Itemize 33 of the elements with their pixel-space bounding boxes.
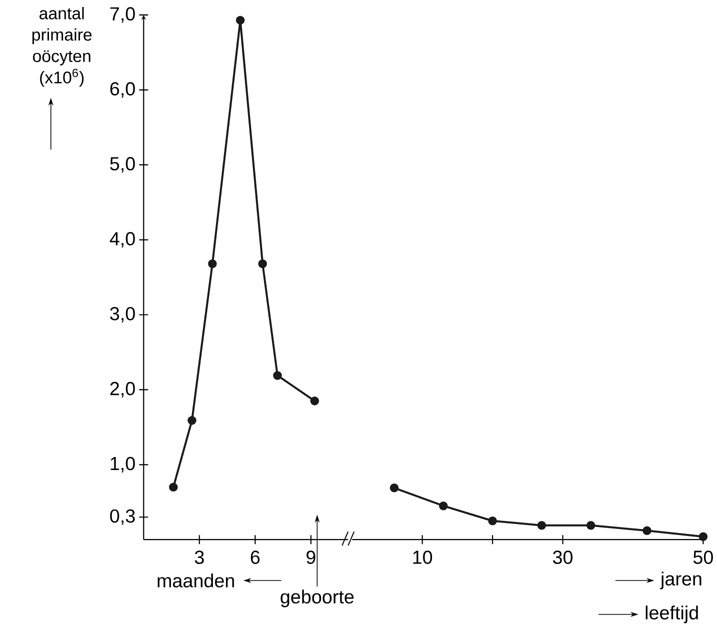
point bbox=[698, 532, 708, 541]
point bbox=[258, 259, 267, 268]
point bbox=[208, 259, 217, 268]
point bbox=[537, 520, 546, 530]
y-tick-label: 1,0 bbox=[110, 456, 135, 472]
y-tick-label: 2,0 bbox=[110, 382, 135, 398]
y-tick-label: 3,0 bbox=[110, 306, 135, 322]
point bbox=[438, 501, 448, 510]
x-tick-label: 6 bbox=[250, 550, 260, 564]
x-tick-label: 3 bbox=[194, 550, 204, 564]
point bbox=[168, 482, 178, 492]
y-axis-title: aantal primaire oöcyten (x10$^{6}$) bbox=[32, 6, 92, 87]
x-axis-title: jaren bbox=[660, 572, 702, 590]
point bbox=[390, 483, 399, 492]
y-tick-label: 5,0 bbox=[110, 156, 135, 172]
y-tick-label: 4,0 bbox=[110, 232, 135, 248]
x-tick-label: 10 bbox=[413, 550, 432, 564]
point bbox=[236, 16, 245, 24]
text: leeftijd bbox=[646, 605, 698, 624]
point bbox=[642, 526, 652, 535]
y-tick-label: 0,3 bbox=[110, 509, 135, 525]
point bbox=[488, 516, 497, 526]
text: geboorte bbox=[280, 589, 354, 608]
y-tick-label: 7,0 bbox=[110, 6, 135, 23]
x-tick-label: 30 bbox=[552, 550, 573, 564]
x-tick-label: 50 bbox=[693, 550, 713, 564]
point bbox=[310, 396, 320, 406]
x-axis-title: maanden bbox=[158, 573, 234, 588]
point bbox=[273, 370, 282, 380]
x-tick-label: 9 bbox=[306, 550, 316, 564]
point bbox=[586, 520, 596, 530]
y-tick-label: 6,0 bbox=[110, 82, 135, 98]
point bbox=[188, 416, 196, 425]
